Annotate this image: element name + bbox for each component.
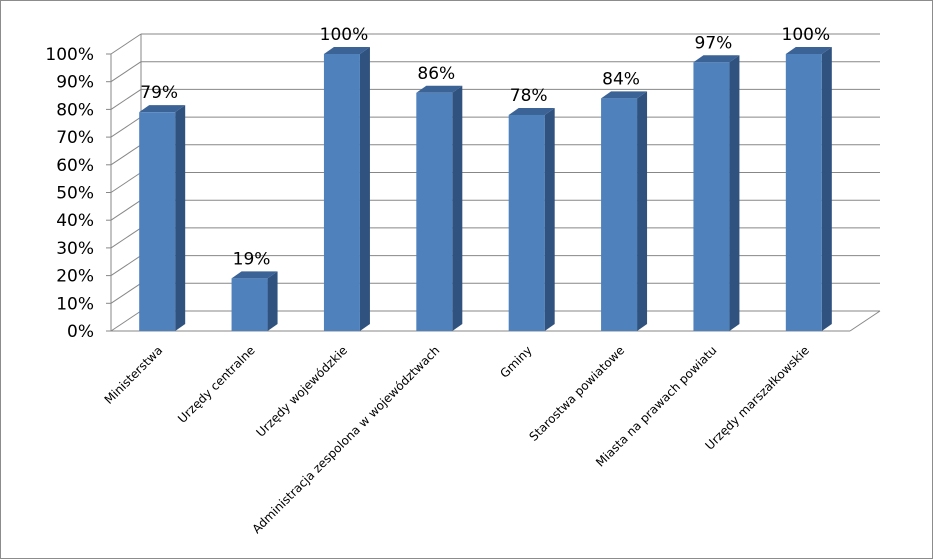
bar-top [139,105,186,113]
bar-front [231,278,268,331]
bar-front [508,114,545,331]
bar-top [508,107,555,115]
data-labels: 79% 19% 100% 86% 78% 84% 97% 100% [140,25,830,269]
y-tick-label: 20% [56,267,94,287]
y-tick-label: 80% [56,100,94,120]
data-label: 84% [602,69,640,89]
bar [231,271,278,331]
bar-front [416,92,453,331]
bars [139,47,832,332]
gridlines [106,33,881,332]
y-tick-label: 30% [56,239,94,259]
x-tick-label: Urzędy wojewódzkie [254,343,351,440]
gridline-diagonal [110,172,142,193]
gridline-diagonal [110,227,142,249]
bar-top [416,85,463,93]
gridline-diagonal [110,282,142,304]
bar-side [452,85,463,331]
x-tick-label: Urzędy marszałkowskie [702,343,811,452]
bar-side [175,105,186,331]
bar [508,107,555,331]
data-label: 19% [233,249,271,269]
bar-front [785,54,822,331]
data-label: 97% [695,33,733,53]
floor-edge [849,310,881,332]
data-label: 100% [782,25,831,45]
x-tick-label: Urzędy centralne [175,343,258,426]
gridline-diagonal [110,88,142,110]
bar [601,91,648,331]
bar-top [693,55,740,63]
x-tick-label: Gminy [497,343,534,380]
bar-top [323,47,370,54]
data-label: 79% [140,83,178,103]
gridline-diagonal [110,199,142,221]
x-tick-label: Starostwa powiatowe [527,343,628,444]
bar-side [267,271,278,331]
bar [785,47,832,331]
gridline-diagonal [110,61,142,83]
gridline-diagonal [110,255,142,277]
bar-top [231,271,278,279]
x-tick-label: Administracja zespolona w województwach [249,343,442,536]
data-label: 86% [417,64,455,84]
bar-front [323,54,360,331]
y-tick-label: 0% [67,322,94,342]
bar-side [637,91,648,331]
y-tick-label: 60% [56,156,94,176]
gridline-diagonal [110,310,142,332]
gridline-diagonal [110,33,142,55]
bar [139,105,186,331]
x-tick-label: Ministerstwa [102,343,166,407]
bar-top [785,47,832,54]
bar-front [139,112,176,331]
gridline-diagonal [110,144,142,166]
gridline-diagonal [110,116,142,138]
y-tick-label: 10% [56,294,94,314]
bar-front [601,98,638,331]
bar-side [359,47,370,331]
bar-side [544,107,555,331]
bar-top [601,91,648,99]
bar-side [729,55,740,332]
bar-side [821,47,832,331]
bar [693,55,740,332]
bar-front [693,62,730,332]
bar [323,47,370,331]
bar [416,85,463,331]
y-tick-label: 100% [45,45,94,65]
y-tick-label: 50% [56,184,94,204]
data-label: 100% [320,25,369,45]
y-axis-ticks: 0% 10% 20% 30% 40% 50% 60% 70% 80% 90% 100% [45,45,94,342]
y-tick-label: 70% [56,128,94,148]
data-label: 78% [510,86,548,106]
y-tick-label: 40% [56,211,94,231]
y-tick-label: 90% [56,73,94,93]
